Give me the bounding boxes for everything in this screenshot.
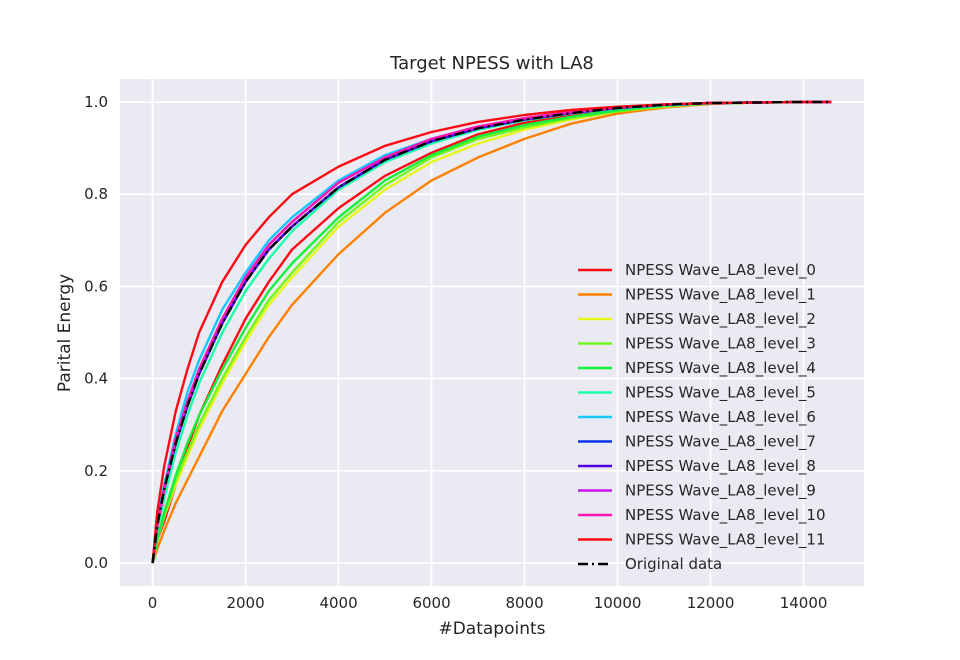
series-line-12 <box>151 100 832 564</box>
legend-label: NPESS Wave_LA8_level_8 <box>625 457 816 476</box>
x-tick-label: 14000 <box>780 594 828 612</box>
x-tick-label: 4000 <box>319 594 357 612</box>
legend-label: NPESS Wave_LA8_level_6 <box>625 408 816 427</box>
legend-label: NPESS Wave_LA8_level_0 <box>625 261 816 280</box>
x-tick-label: 10000 <box>594 594 642 612</box>
legend-label: NPESS Wave_LA8_level_3 <box>625 335 816 354</box>
y-tick-label: 1.0 <box>84 93 108 111</box>
legend-label: NPESS Wave_LA8_level_4 <box>625 359 816 378</box>
x-tick-label: 0 <box>148 594 158 612</box>
x-axis-label: #Datapoints <box>438 619 545 639</box>
y-tick-labels: 0.0 0.2 0.4 0.6 0.8 1.0 <box>84 93 108 572</box>
legend-label: NPESS Wave_LA8_level_11 <box>625 531 826 550</box>
x-tick-label: 2000 <box>226 594 264 612</box>
grid <box>120 79 864 586</box>
y-tick-label: 0.0 <box>84 554 108 572</box>
y-tick-label: 0.2 <box>84 462 108 480</box>
y-tick-label: 0.8 <box>84 185 108 203</box>
chart-title: Target NPESS with LA8 <box>389 53 594 74</box>
legend-label: NPESS Wave_LA8_level_2 <box>625 310 816 329</box>
legend-label: NPESS Wave_LA8_level_1 <box>625 286 816 305</box>
x-tick-label: 6000 <box>412 594 450 612</box>
x-tick-label: 12000 <box>687 594 735 612</box>
y-tick-label: 0.4 <box>84 370 108 388</box>
legend-label: Original data <box>625 555 722 573</box>
legend-label: NPESS Wave_LA8_level_5 <box>625 384 816 403</box>
legend-label: NPESS Wave_LA8_level_7 <box>625 433 816 452</box>
y-tick-label: 0.6 <box>84 277 108 295</box>
y-axis-label: Parital Energy <box>55 274 75 392</box>
series-lines <box>151 100 832 564</box>
legend-label: NPESS Wave_LA8_level_9 <box>625 482 816 501</box>
legend-label: NPESS Wave_LA8_level_10 <box>625 506 826 525</box>
legend: NPESS Wave_LA8_level_0 NPESS Wave_LA8_lev… <box>578 261 826 573</box>
x-tick-label: 8000 <box>505 594 543 612</box>
x-tick-labels: 0 2000 4000 6000 8000 10000 12000 14000 <box>148 594 828 612</box>
